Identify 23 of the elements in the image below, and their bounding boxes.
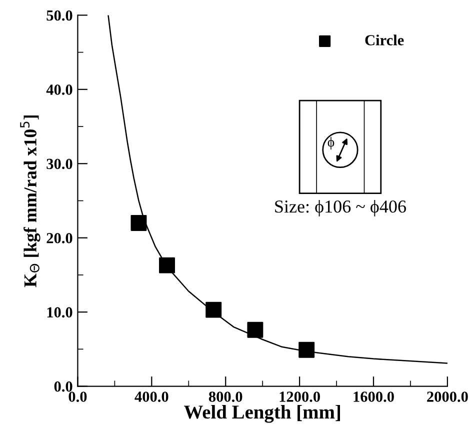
x-axis-title: Weld Length [mm] — [184, 404, 340, 423]
x-tick-label: 800.0 — [208, 392, 242, 402]
annotation: ϕ — [328, 136, 334, 150]
y-tick-label: 20.0 — [46, 232, 72, 244]
x-tick-label: 0.0 — [68, 392, 87, 402]
y-tick-label: 10.0 — [47, 307, 72, 318]
y-tick-label: 50.0 — [46, 10, 72, 21]
y-tick-label: 30.0 — [46, 158, 72, 170]
legend-label: Circle — [365, 34, 404, 46]
y-tick-label: 0.0 — [54, 381, 72, 392]
x-tick-label: 1200.0 — [280, 392, 320, 402]
y-axis-title: K$_{Θ}$ [kgf mm/rad x10$^{5}$] — [20, 115, 40, 288]
point — [130, 215, 147, 231]
line-series — [108, 15, 448, 364]
y-tick-label: 40.0 — [46, 84, 72, 95]
point — [247, 322, 264, 338]
annotation: Size: ϕ106 ~ ϕ406 — [275, 200, 406, 216]
x-tick-label: 2000.0 — [427, 392, 468, 402]
point — [159, 257, 175, 274]
x-tick-label: 400.0 — [134, 392, 168, 402]
point — [298, 342, 315, 358]
point — [206, 302, 222, 318]
x-tick-label: 1600.0 — [354, 392, 394, 402]
